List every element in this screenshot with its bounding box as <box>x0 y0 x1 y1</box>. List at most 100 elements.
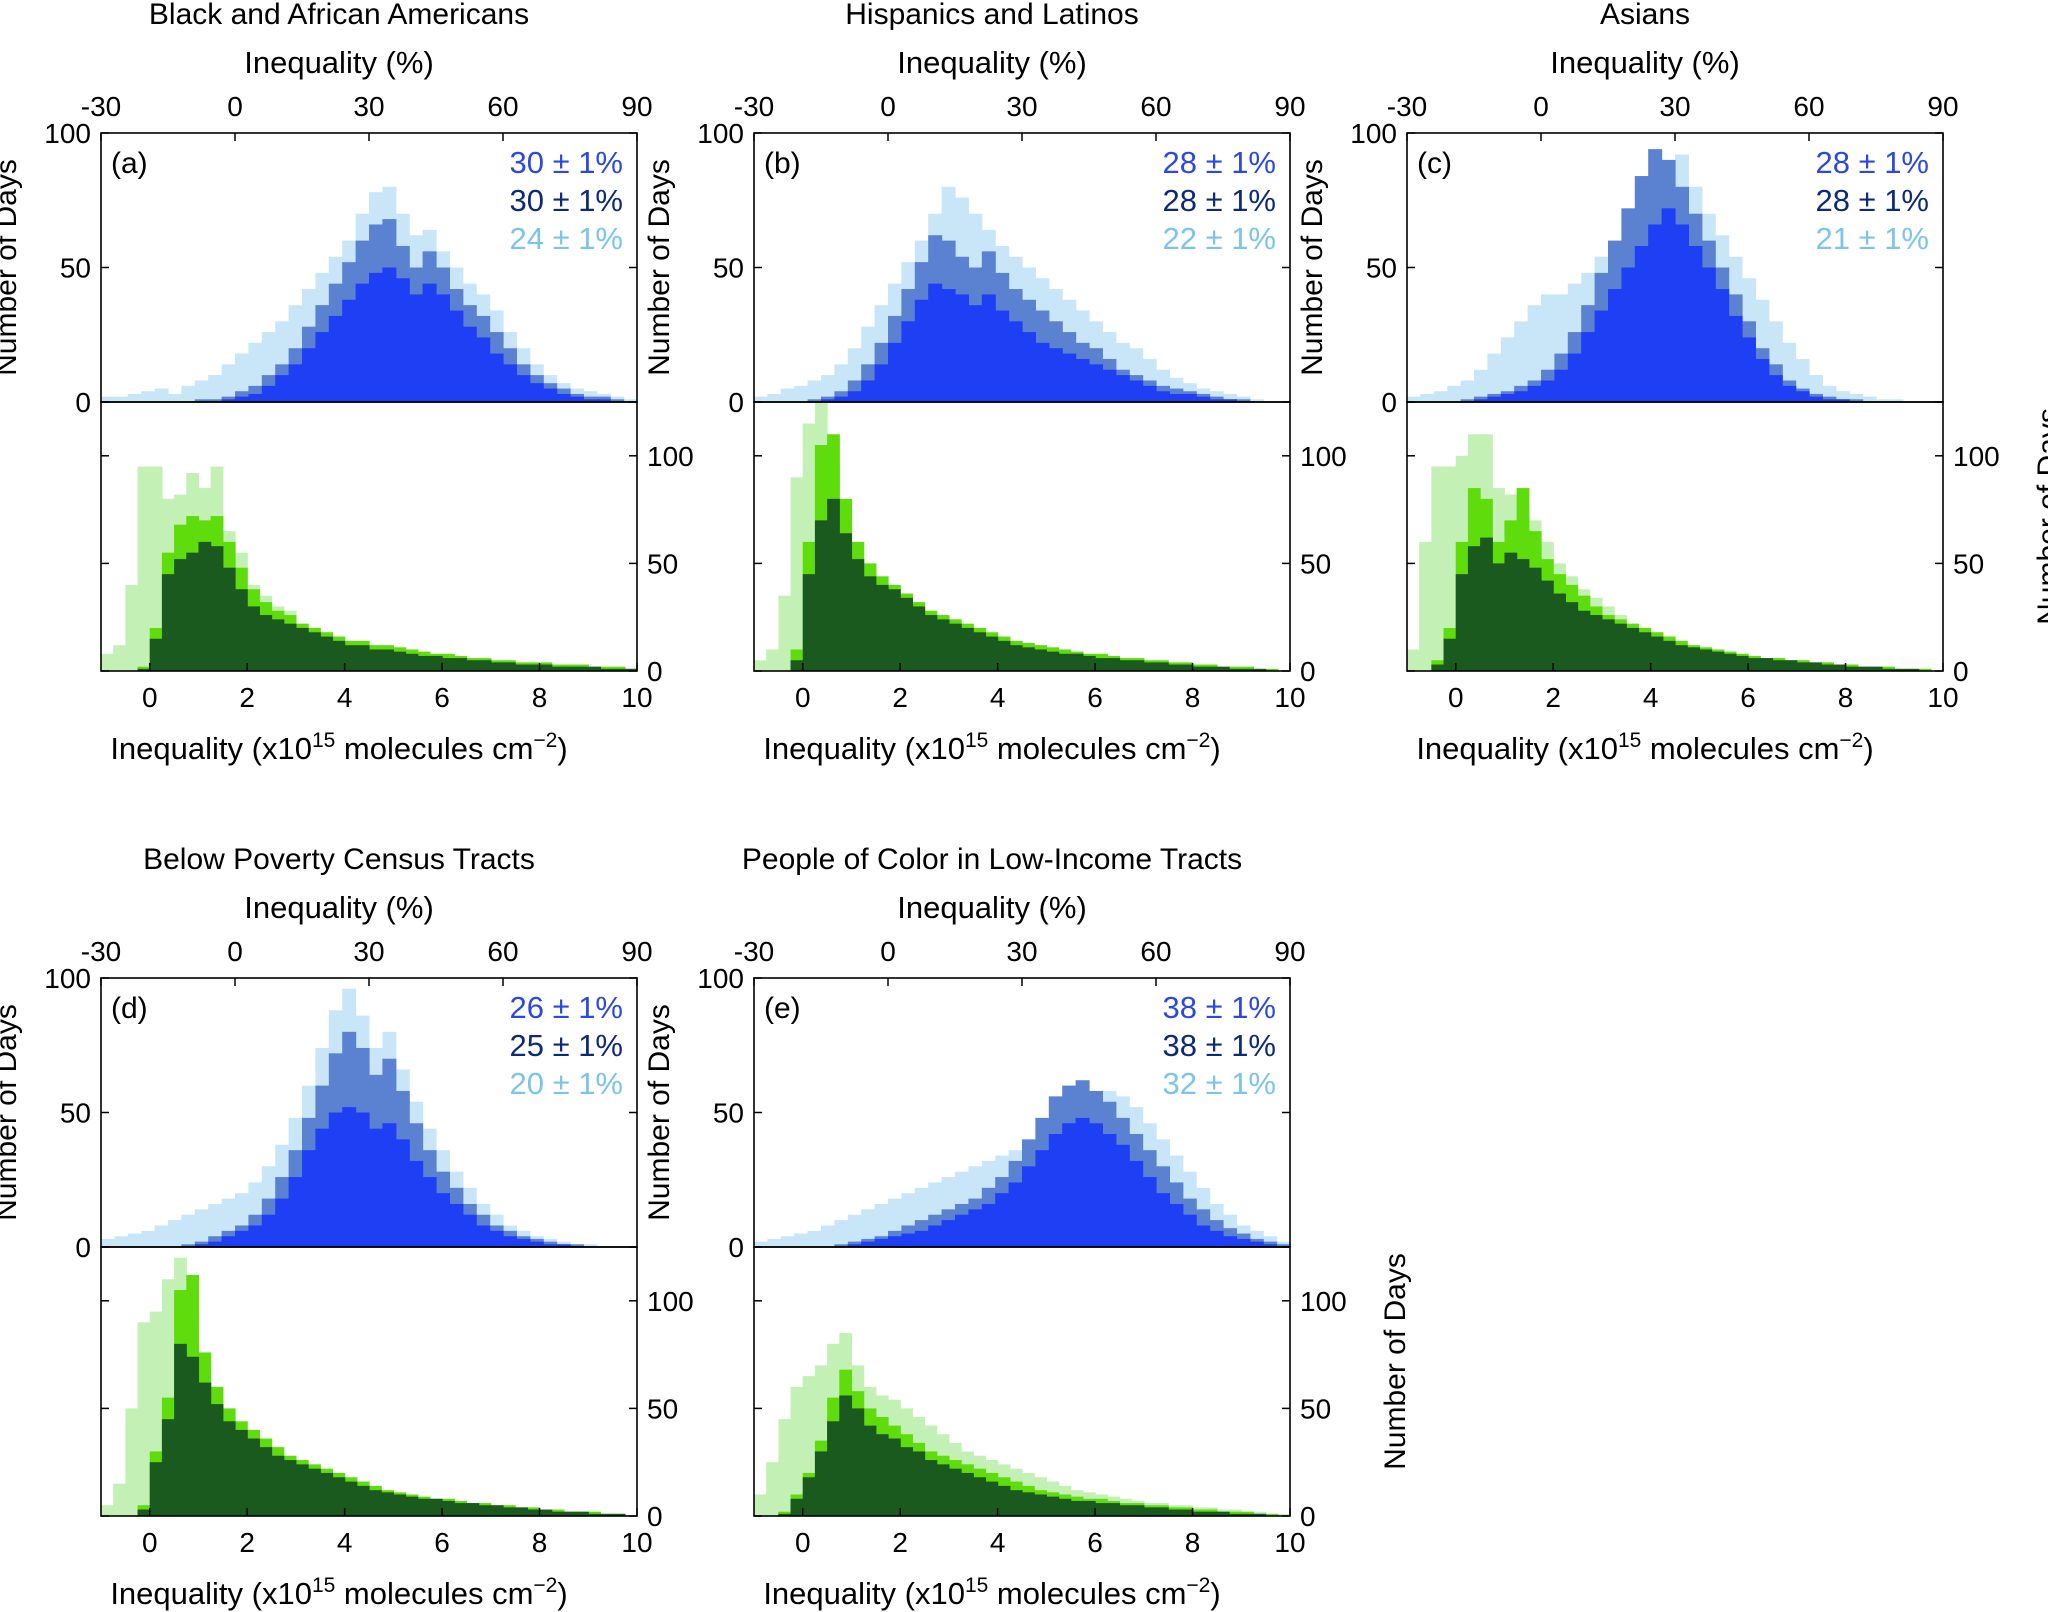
bottom-bar-light <box>754 1494 767 1516</box>
bottom-xtick-label: 6 <box>1087 1527 1103 1558</box>
bottom-bar-dark <box>1541 580 1554 671</box>
bottom-xtick-label: 6 <box>434 1527 450 1558</box>
bottom-ytick-label: 0 <box>1953 656 1969 687</box>
bottom-xlabel-part: Inequality (x10 <box>1416 731 1618 766</box>
top-xtick-label: 30 <box>1006 936 1037 967</box>
bottom-xtick-label: 10 <box>621 1527 652 1558</box>
bottom-xtick-label: 10 <box>1274 1527 1305 1558</box>
bottom-xtick-label: 2 <box>1545 682 1561 713</box>
top-bar-light <box>235 353 249 402</box>
top-bar-dark <box>1209 399 1224 402</box>
top-bar-light <box>221 364 236 402</box>
top-bar-dark <box>382 1123 397 1247</box>
bottom-bar-dark <box>137 1509 151 1516</box>
bottom-bar-dark <box>814 1451 828 1516</box>
bottom-xtick-label: 8 <box>532 1527 548 1558</box>
bottom-bar-dark <box>900 1447 913 1516</box>
top-bar-dark <box>288 364 303 402</box>
bottom-bar-dark <box>551 666 565 671</box>
bottom-bar-medium <box>1265 1513 1279 1516</box>
top-bar-light <box>623 399 638 402</box>
top-bar-light <box>1447 385 1462 402</box>
bottom-bar-dark <box>863 1425 877 1516</box>
top-bar-light <box>194 1209 209 1247</box>
bottom-bar-dark <box>1180 1509 1194 1516</box>
bottom-bar-dark <box>417 1498 431 1516</box>
bottom-ytick-label: 100 <box>1300 1286 1347 1317</box>
top-bar-dark <box>834 396 849 402</box>
bottom-xlabel-sup: 15 <box>1618 729 1641 752</box>
top-bar-dark <box>1223 399 1237 402</box>
bottom-bar-light <box>1419 541 1432 671</box>
top-bar-dark <box>1048 1134 1063 1247</box>
bottom-xtick-label: 8 <box>532 682 548 713</box>
top-bar-dark <box>888 1236 902 1247</box>
top-xtick-label: 0 <box>880 91 896 122</box>
top-bar-dark <box>208 1241 223 1247</box>
bottom-axes-frame <box>753 1246 1291 1517</box>
bottom-xtick-label: 6 <box>1740 682 1756 713</box>
bottom-bar-dark <box>985 1481 999 1516</box>
top-bar-dark <box>874 364 889 402</box>
bottom-ytick-label: 0 <box>647 656 663 687</box>
bottom-bar-dark <box>1906 668 1920 671</box>
bottom-bar-dark <box>600 1513 614 1516</box>
top-bar-light <box>141 1230 156 1247</box>
bottom-bar-dark <box>1253 668 1267 671</box>
top-bar-dark <box>1075 358 1090 402</box>
bottom-bar-dark <box>1070 653 1084 671</box>
top-bar-dark <box>1742 337 1756 402</box>
bottom-bar-dark <box>1095 658 1108 671</box>
bottom-xlabel: Inequality (x1015 molecules cm−2) <box>763 1574 1220 1611</box>
top-bar-light <box>127 393 142 402</box>
bottom-bar-dark <box>875 1434 889 1516</box>
top-bar-light <box>154 1225 169 1247</box>
top-bar-dark <box>1182 1214 1197 1247</box>
top-ytick-label: 100 <box>44 963 91 994</box>
bottom-xtick-label: 0 <box>142 682 158 713</box>
top-bar-light <box>1835 391 1850 402</box>
bottom-xtick-label: 10 <box>621 682 652 713</box>
bottom-bar-dark <box>551 1511 565 1516</box>
panel-b: Hispanics and Latinos Inequality (%) -30 0 3… <box>643 0 1347 766</box>
bottom-bar-dark <box>283 623 297 671</box>
bottom-bar-dark <box>356 645 370 671</box>
bottom-xlabel: Inequality (x1015 molecules cm−2) <box>110 729 567 766</box>
top-bar-dark <box>261 385 276 402</box>
top-bar-dark <box>395 278 410 402</box>
bottom-bar-dark <box>912 1451 926 1516</box>
bottom-xlabel-part: molecules cm <box>1641 731 1839 766</box>
bottom-bar-light <box>113 1483 126 1516</box>
top-bar-light <box>1849 393 1864 402</box>
bottom-bar-dark <box>1443 638 1457 671</box>
top-bar-dark <box>1809 396 1823 402</box>
bottom-bar-dark <box>888 1438 901 1516</box>
top-bar-dark <box>462 326 477 402</box>
top-bar-dark <box>955 294 969 402</box>
bottom-bar-dark <box>515 664 528 671</box>
top-ytick-label: 50 <box>713 253 744 284</box>
bottom-bar-medium <box>1265 668 1279 671</box>
top-xtick-label: 0 <box>227 936 243 967</box>
stat-1: 38 ± 1% <box>1162 1028 1276 1063</box>
top-bar-dark <box>1209 1230 1224 1247</box>
bottom-bar-dark <box>1869 666 1883 671</box>
top-xtick-label: 60 <box>1140 936 1171 967</box>
bottom-bar-dark <box>1894 668 1908 671</box>
bottom-bar-dark <box>1241 668 1255 671</box>
bottom-bar-dark <box>1046 651 1060 671</box>
bottom-bar-dark <box>997 640 1011 671</box>
bottom-bar-dark <box>1662 640 1676 671</box>
top-ylabel: Number of Days <box>0 1004 23 1221</box>
top-bar-light <box>141 391 156 402</box>
top-bar-light <box>114 1236 129 1247</box>
top-bar-dark <box>382 267 397 402</box>
bottom-xlabel-sup: 15 <box>312 729 335 752</box>
top-xtick-label: 60 <box>1140 91 1171 122</box>
top-ytick-label: 0 <box>728 387 744 418</box>
bottom-bar-dark <box>1504 552 1518 671</box>
bottom-bar-dark <box>1058 1498 1072 1516</box>
bottom-ytick-label: 100 <box>1953 441 2000 472</box>
top-ytick-label: 50 <box>60 253 91 284</box>
bottom-xlabel-sup: 15 <box>965 1574 988 1597</box>
